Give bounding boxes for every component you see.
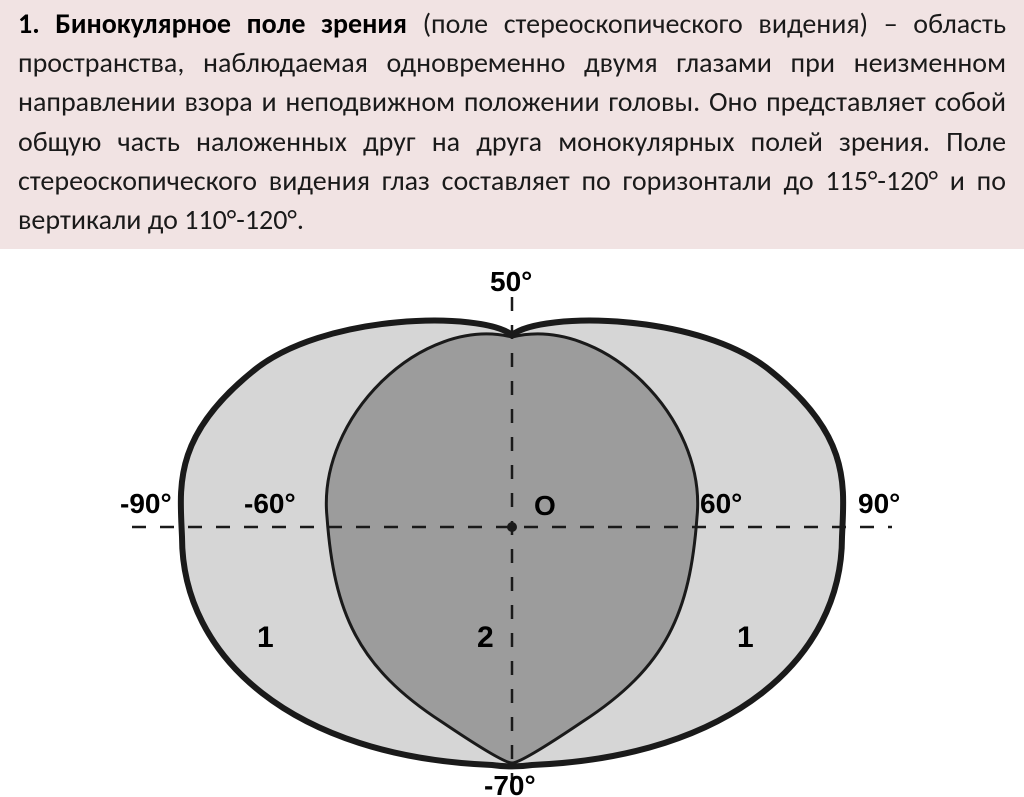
definition-text-block: 1. Бинокулярное поле зрения (поле стерео… — [0, 0, 1024, 249]
label-left-outer: -90° — [120, 488, 172, 519]
label-right-inner: 60° — [700, 488, 742, 519]
label-zone-left: 1 — [257, 621, 274, 654]
binocular-field-diagram: 50° -70° -90° -60° 60° 90° O 1 2 1 — [0, 249, 1024, 797]
lead-title: Бинокулярное поле зрения — [55, 6, 407, 41]
label-center-o: O — [534, 490, 556, 521]
center-point — [507, 522, 517, 532]
label-bottom: -70° — [484, 770, 536, 797]
definition-paragraph: 1. Бинокулярное поле зрения (поле стерео… — [18, 4, 1006, 239]
label-right-outer: 90° — [858, 488, 900, 519]
label-zone-center: 2 — [477, 621, 494, 654]
label-zone-right: 1 — [737, 621, 754, 654]
label-top: 50° — [490, 266, 532, 297]
field-svg: 50° -70° -90° -60° 60° 90° O 1 2 1 — [102, 257, 922, 797]
lead-number: 1. — [18, 6, 40, 41]
label-left-inner: -60° — [244, 488, 296, 519]
